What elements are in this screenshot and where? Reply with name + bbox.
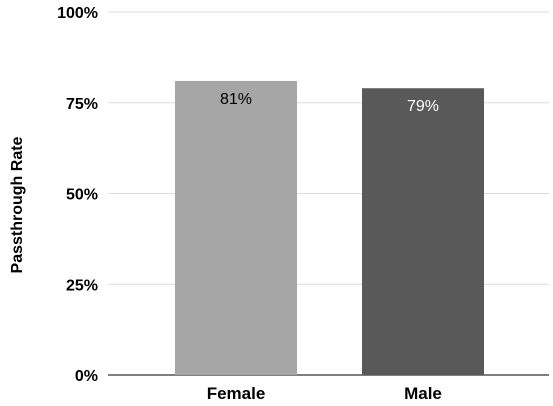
data-labels: 81% 79% — [220, 91, 439, 115]
bar-male — [362, 88, 484, 375]
bars — [175, 80, 484, 375]
y-axis-label: Passthrough Rate — [9, 136, 26, 273]
bar-female — [175, 80, 297, 375]
y-tick-label: 75% — [66, 96, 98, 113]
y-tick-labels: 0% 25% 50% 75% 100% — [57, 5, 98, 385]
x-category-label: Female — [207, 384, 266, 403]
data-label: 79% — [407, 98, 439, 115]
y-tick-label: 25% — [66, 277, 98, 294]
y-tick-label: 0% — [75, 368, 98, 385]
x-category-label: Male — [404, 384, 442, 403]
data-label: 81% — [220, 91, 252, 108]
x-category-labels: Female Male — [207, 384, 442, 403]
y-tick-label: 100% — [57, 5, 98, 22]
y-tick-label: 50% — [66, 187, 98, 204]
